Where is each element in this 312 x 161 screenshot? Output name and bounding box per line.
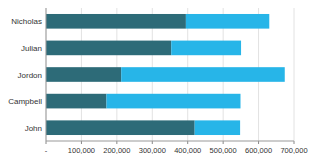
bar — [46, 41, 171, 56]
x-axis: - 100,000 200,000 300,000 400,000 500,000 600,… — [45, 141, 308, 155]
y-axis: John Campbell Jordon Julian Nicholas — [8, 17, 42, 132]
grid-line — [46, 8, 47, 141]
bar — [46, 94, 106, 109]
tick-label: 500,000 — [210, 146, 237, 155]
grid — [46, 8, 294, 141]
tick-label: 200,000 — [103, 146, 130, 155]
bar — [46, 120, 195, 135]
bar — [186, 14, 269, 29]
bar — [171, 41, 241, 56]
tick-label: 400,000 — [174, 146, 201, 155]
tick-label: 100,000 — [68, 146, 95, 155]
y-axis-line — [46, 8, 47, 141]
tick-label: 600,000 — [245, 146, 272, 155]
tick-label: 700,000 — [280, 146, 307, 155]
category-label: Campbell — [8, 97, 42, 106]
chart: - 100,000 200,000 300,000 400,000 500,000 600,… — [0, 0, 312, 161]
category-label: Jordon — [18, 71, 42, 80]
tick-label: 300,000 — [139, 146, 166, 155]
bar — [46, 67, 121, 82]
bar — [195, 120, 240, 135]
tick-label: - — [45, 146, 48, 155]
bars — [46, 14, 285, 135]
grid-line — [294, 8, 295, 141]
bar — [106, 94, 240, 109]
bar — [121, 67, 285, 82]
category-label: Julian — [21, 44, 42, 53]
bar — [46, 14, 186, 29]
category-label: John — [25, 124, 42, 133]
category-label: Nicholas — [11, 17, 42, 26]
x-axis-line — [46, 141, 294, 142]
